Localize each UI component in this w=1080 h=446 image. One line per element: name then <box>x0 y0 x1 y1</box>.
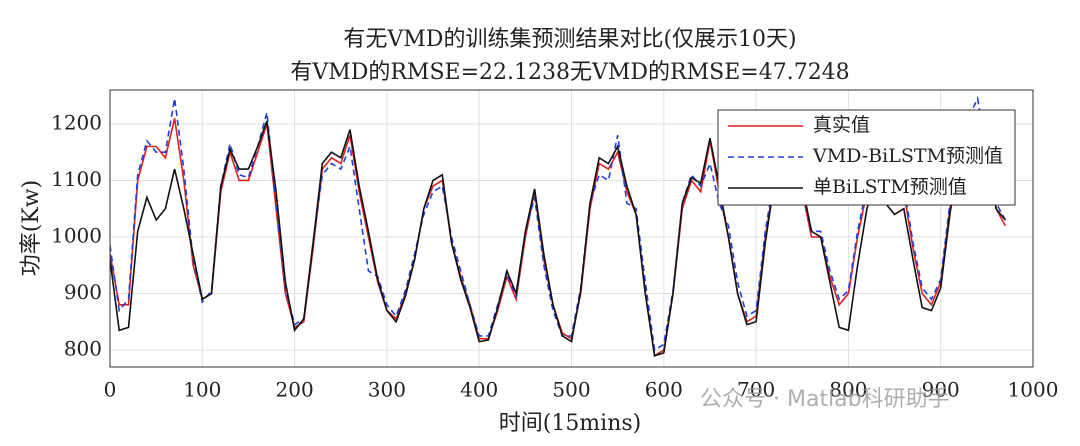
legend-label: 真实值 <box>813 114 870 136</box>
x-tick-label: 900 <box>922 378 960 402</box>
y-axis-label: 功率(Kw) <box>19 180 44 276</box>
x-tick-label: 400 <box>460 378 498 402</box>
series-line <box>110 95 1007 352</box>
series-line <box>110 110 1006 357</box>
x-tick-label: 500 <box>552 378 590 402</box>
legend-label: 单BiLSTM预测值 <box>813 176 967 198</box>
y-tick-label: 1200 <box>51 110 102 134</box>
x-tick-label: 700 <box>737 378 775 402</box>
x-tick-label: 200 <box>276 378 314 402</box>
y-tick-label: 800 <box>64 337 102 361</box>
chart-title: 有无VMD的训练集预测结果对比(仅展示10天) <box>343 27 796 52</box>
x-tick-label: 800 <box>829 378 867 402</box>
y-tick-label: 1100 <box>51 167 102 191</box>
x-tick-label: 100 <box>183 378 221 402</box>
x-tick-label: 300 <box>368 378 406 402</box>
y-tick-label: 900 <box>64 280 102 304</box>
legend-label: VMD-BiLSTM预测值 <box>812 145 1003 167</box>
x-tick-label: 1000 <box>1008 378 1059 402</box>
chart-subtitle: 有VMD的RMSE=22.1238无VMD的RMSE=47.7248 <box>290 60 849 85</box>
x-axis-label: 时间(15mins) <box>499 411 642 436</box>
x-tick-label: 600 <box>645 378 683 402</box>
plot-frame <box>109 89 1034 368</box>
y-tick-label: 1000 <box>51 223 102 247</box>
watermark: 公众号 · Matlab科研助手 <box>700 387 950 412</box>
x-tick-label: 0 <box>104 378 117 402</box>
